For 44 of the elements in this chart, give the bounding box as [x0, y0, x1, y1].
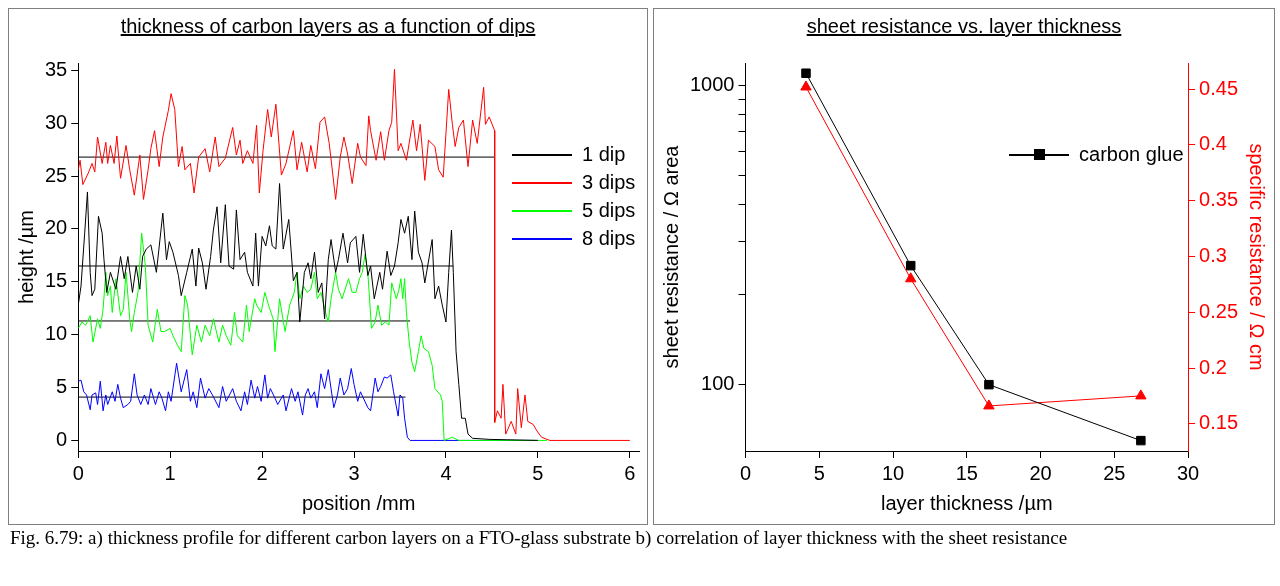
x-tick-label: 5 — [532, 461, 544, 484]
legend-label: 8 dips — [582, 227, 636, 251]
y-tick-label: 20 — [45, 216, 68, 239]
y-tick-label: 5 — [56, 375, 68, 398]
y2-tick-label: 0.4 — [1199, 132, 1227, 155]
y2-tick-label: 0.2 — [1199, 355, 1227, 378]
y-tick-label: 100 — [701, 372, 735, 395]
y-tick-label: 1000 — [689, 73, 735, 96]
y2-tick-label: 0.45 — [1199, 76, 1239, 99]
caption: Fig. 6.79: a) thickness profile for different carbon layers on a FTO-glass substrate b) correlation of layer thickness with the sheet resistance — [10, 527, 1069, 548]
x-tick-label: 5 — [813, 461, 825, 484]
y2-tick-label: 0.35 — [1199, 188, 1239, 211]
x-tick-label: 3 — [348, 461, 360, 484]
x-tick-label: 4 — [440, 461, 452, 484]
x-tick-label: 0 — [72, 461, 84, 484]
x-axis-title: layer thickness /µm — [880, 491, 1053, 514]
y-tick-label: 0 — [56, 427, 68, 450]
y-tick-label: 10 — [45, 322, 68, 345]
y-axis-title: sheet resistance / Ω area — [659, 144, 682, 369]
y2-tick-label: 0.15 — [1199, 411, 1239, 434]
chart-title: sheet resistance vs. layer thickness — [805, 15, 1123, 38]
x-tick-label: 1 — [164, 461, 176, 484]
x-tick-label: 20 — [1029, 461, 1052, 484]
x-axis-title: position /mm — [301, 491, 416, 514]
legend-label: 1 dip — [582, 143, 626, 167]
y2-tick-label: 0.25 — [1199, 299, 1239, 322]
y-tick-label: 15 — [45, 269, 68, 292]
y-tick-label: 35 — [45, 57, 68, 80]
x-tick-label: 15 — [955, 461, 978, 484]
chart-title: thickness of carbon layers as a function of dips — [119, 15, 537, 38]
y-tick-label: 30 — [45, 110, 68, 133]
y2-axis-title: specific resistance / Ω cm — [1246, 143, 1269, 371]
legend-label: 5 dips — [582, 199, 636, 223]
y-tick-label: 25 — [45, 163, 68, 186]
legend-label: carbon glue — [1079, 143, 1184, 167]
legend-label: 3 dips — [582, 171, 636, 195]
x-tick-label: 25 — [1103, 461, 1126, 484]
x-tick-label: 0 — [739, 461, 752, 484]
x-tick-label: 2 — [256, 461, 268, 484]
x-tick-label: 6 — [624, 461, 636, 484]
y2-tick-label: 0.3 — [1199, 244, 1227, 267]
y-axis-title: height /µm — [14, 210, 37, 304]
x-tick-label: 30 — [1176, 461, 1200, 484]
x-tick-label: 10 — [881, 461, 905, 484]
